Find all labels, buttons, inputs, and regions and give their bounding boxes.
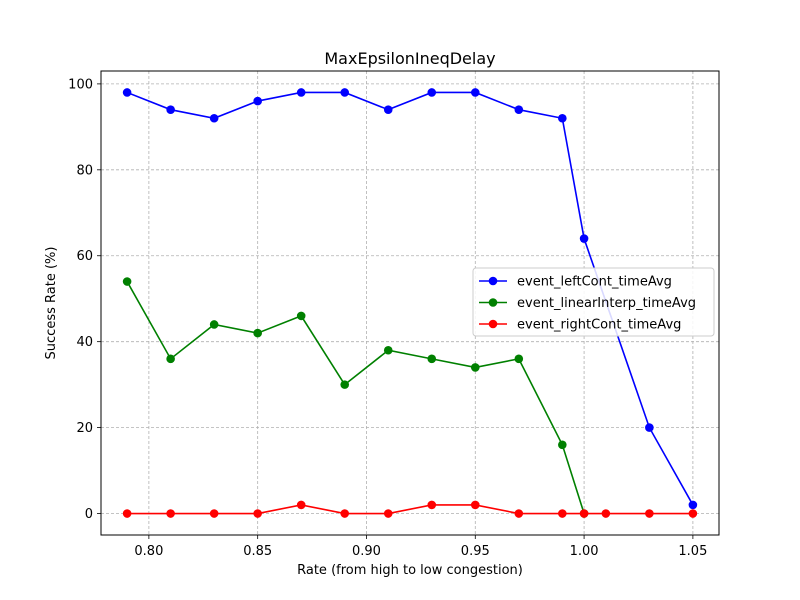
data-point [470, 363, 480, 372]
data-point [253, 509, 262, 518]
chart-title: MaxEpsilonIneqDelay [324, 49, 495, 68]
data-point [427, 88, 437, 97]
data-point [579, 234, 589, 243]
x-tick-label: 0.90 [352, 544, 381, 559]
legend-marker [488, 298, 498, 307]
legend-box [472, 267, 715, 337]
data-point [558, 113, 567, 123]
data-point [122, 277, 132, 286]
series-event_leftCont_timeAvg [122, 88, 698, 510]
legend-item: event_leftCont_timeAvg [479, 275, 672, 290]
data-point [166, 509, 175, 518]
x-tick-label: 0.85 [243, 544, 272, 559]
data-point [166, 105, 175, 114]
legend-marker [488, 276, 498, 286]
data-point [296, 88, 306, 97]
data-point [209, 113, 219, 123]
plot-frame [100, 70, 720, 536]
axis-ticks: 0.80 0.85 0.90 0.95 1.00 1.05 0 20 40 60 80 100 [68, 77, 707, 559]
y-tick-label: 100 [68, 77, 93, 92]
data-point [340, 380, 350, 389]
y-axis-label: Success Rate (%) [44, 247, 59, 360]
data-point [558, 509, 567, 518]
data-point [383, 105, 393, 114]
data-point [122, 88, 132, 97]
x-tick-label: 1.00 [570, 544, 599, 559]
data-point [427, 500, 437, 510]
data-point [688, 509, 698, 518]
y-tick-label: 60 [76, 249, 93, 264]
data-point [122, 509, 132, 518]
y-tick-label: 0 [85, 507, 93, 522]
x-tick-label: 0.95 [461, 544, 490, 559]
data-point [340, 509, 350, 518]
data-point [340, 88, 350, 97]
y-tick-label: 80 [76, 163, 93, 178]
data-point [209, 320, 219, 329]
data-point [383, 509, 393, 518]
data-point [645, 423, 654, 432]
data-point [514, 105, 524, 114]
data-point [601, 509, 611, 518]
series-line [126, 281, 585, 514]
series-lines [122, 88, 698, 518]
x-tick-label: 1.05 [678, 544, 707, 559]
series-event_linearInterp_timeAvg [122, 277, 589, 518]
legend-item: event_rightCont_timeAvg [479, 318, 681, 333]
legend-item: event_linearInterp_timeAvg [479, 296, 696, 311]
x-tick-label: 0.80 [134, 544, 163, 559]
grid-lines [101, 71, 719, 535]
y-tick-label: 20 [76, 421, 93, 436]
legend-label: event_linearInterp_timeAvg [517, 296, 696, 311]
data-point [253, 328, 262, 338]
x-axis-label: Rate (from high to low congestion) [297, 563, 523, 578]
series-event_rightCont_timeAvg [122, 500, 698, 518]
data-point [166, 354, 175, 364]
data-point [688, 500, 698, 510]
data-point [296, 311, 306, 321]
data-point [209, 509, 219, 518]
data-point [579, 509, 589, 518]
y-tick-label: 40 [76, 335, 93, 350]
data-point [470, 88, 480, 97]
data-point [427, 354, 437, 364]
legend: event_leftCont_timeAvg event_linearInterp… [472, 267, 715, 337]
legend-label: event_rightCont_timeAvg [517, 318, 681, 333]
legend-label: event_leftCont_timeAvg [517, 275, 672, 290]
data-point [296, 500, 306, 510]
data-point [383, 345, 393, 355]
data-point [253, 96, 262, 106]
data-point [514, 509, 524, 518]
legend-marker [488, 319, 498, 329]
data-point [514, 354, 524, 364]
data-point [645, 509, 654, 518]
data-point [470, 500, 480, 510]
data-point [558, 440, 567, 450]
series-line [126, 91, 694, 506]
